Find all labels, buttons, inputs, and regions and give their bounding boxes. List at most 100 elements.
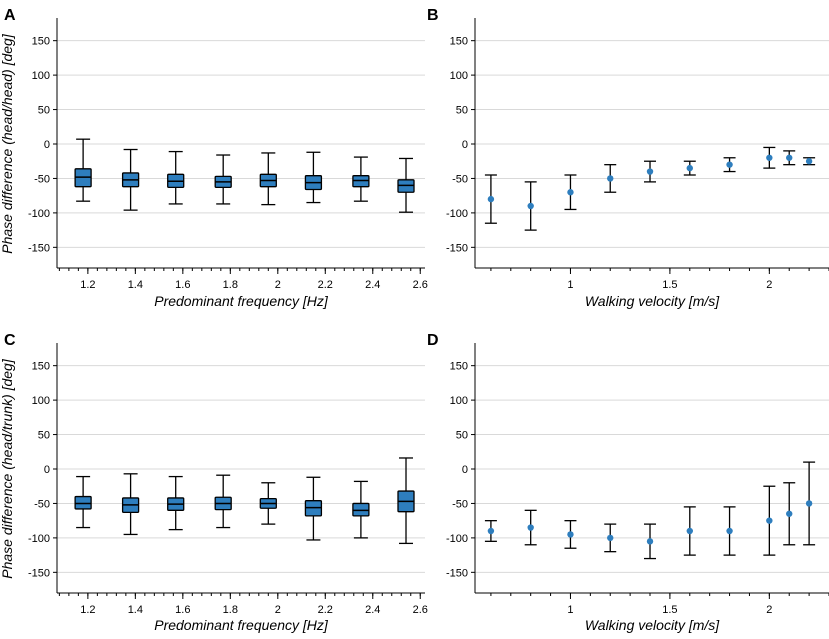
x-tick-label: 1.8 bbox=[223, 279, 238, 291]
panel-a: A -150 -100 -50 0 50 100 150 1.2 1.4 1.6 1.8 2 2.2 2.4… bbox=[0, 7, 428, 309]
y-tick-label: -100 bbox=[28, 533, 50, 545]
y-tick-label: 0 bbox=[462, 464, 468, 476]
y-tick-label: 100 bbox=[32, 395, 50, 407]
y-tick-label: -150 bbox=[28, 567, 50, 579]
box-1 bbox=[74, 475, 92, 529]
point-7 bbox=[723, 506, 736, 556]
point-8 bbox=[763, 485, 776, 556]
x-tick-label: 1.8 bbox=[223, 604, 238, 616]
box-3 bbox=[167, 475, 185, 531]
x-tick-label: 1.5 bbox=[662, 604, 677, 616]
y-tick-label: 100 bbox=[450, 70, 468, 82]
point-9 bbox=[783, 150, 796, 166]
data-point bbox=[646, 538, 654, 545]
point-10 bbox=[803, 461, 816, 546]
x-tick-label: 1.6 bbox=[175, 604, 190, 616]
x-tick-label: 2.2 bbox=[318, 604, 333, 616]
point-3 bbox=[564, 174, 577, 211]
y-tick-label: -50 bbox=[452, 498, 468, 510]
x-tick-label: 2 bbox=[275, 279, 281, 291]
point-9 bbox=[783, 482, 796, 546]
x-tick-label: 2 bbox=[766, 604, 772, 616]
data-point bbox=[686, 527, 693, 535]
point-7 bbox=[723, 157, 736, 173]
y-tick-label: -100 bbox=[28, 208, 50, 220]
x-tick-label: 1.2 bbox=[80, 604, 95, 616]
data-point bbox=[805, 500, 813, 507]
y-tick-label: 150 bbox=[32, 361, 50, 373]
y-tick-label: -50 bbox=[452, 173, 468, 185]
y-tick-label: 50 bbox=[456, 430, 468, 442]
x-tick-label: 1.5 bbox=[662, 279, 677, 291]
panel-letter: A bbox=[4, 7, 16, 24]
x-tick-label: 2 bbox=[275, 604, 281, 616]
panel-letter: C bbox=[4, 332, 16, 349]
y-tick-label: -100 bbox=[446, 208, 468, 220]
y-tick-label: 50 bbox=[38, 430, 50, 442]
data-point bbox=[487, 195, 495, 203]
y-tick-label: 100 bbox=[32, 70, 50, 82]
x-tick-label: 2.2 bbox=[318, 279, 333, 291]
x-axis-label: Predominant frequency [Hz] bbox=[154, 617, 329, 633]
box-7 bbox=[352, 156, 370, 202]
data-point bbox=[527, 524, 534, 531]
point-1 bbox=[484, 174, 497, 224]
point-10 bbox=[803, 157, 816, 166]
box-2 bbox=[121, 148, 140, 211]
data-point bbox=[726, 527, 733, 535]
y-tick-label: -150 bbox=[446, 242, 468, 254]
data-point bbox=[766, 154, 773, 161]
y-tick-label: -50 bbox=[34, 173, 50, 185]
point-6 bbox=[683, 160, 696, 176]
box-4 bbox=[214, 474, 232, 529]
x-tick-label: 2.6 bbox=[413, 279, 428, 291]
box-5 bbox=[259, 152, 277, 206]
y-tick-label: 150 bbox=[450, 36, 468, 48]
y-tick-label: 150 bbox=[32, 36, 50, 48]
y-tick-label: -100 bbox=[446, 533, 468, 545]
y-tick-label: -150 bbox=[446, 567, 468, 579]
point-1 bbox=[484, 520, 497, 542]
data-point bbox=[646, 168, 654, 175]
box-4 bbox=[214, 154, 232, 205]
point-6 bbox=[683, 506, 696, 556]
point-2 bbox=[524, 181, 537, 231]
x-axis-label: Predominant frequency [Hz] bbox=[154, 293, 329, 309]
x-tick-label: 2.4 bbox=[365, 604, 380, 616]
point-5 bbox=[644, 523, 657, 560]
data-point bbox=[567, 531, 574, 538]
x-tick-label: 1.6 bbox=[175, 279, 190, 291]
x-tick-label: 1.4 bbox=[128, 604, 143, 616]
y-tick-label: -50 bbox=[34, 498, 50, 510]
x-tick-label: 1 bbox=[567, 604, 573, 616]
data-point bbox=[527, 202, 534, 210]
x-axis-label: Walking velocity [m/s] bbox=[585, 293, 720, 309]
y-tick-label: 50 bbox=[456, 105, 468, 117]
y-tick-label: 0 bbox=[44, 139, 50, 151]
data-point bbox=[487, 527, 495, 535]
point-4 bbox=[604, 523, 617, 553]
box-8 bbox=[397, 157, 415, 213]
x-tick-label: 1.2 bbox=[80, 279, 95, 291]
box-6 bbox=[304, 476, 323, 541]
panel-c: C -150 -100 -50 0 50 100 150 1.2 1.4 1.6 1.8 2 2.2 2.4… bbox=[0, 332, 428, 633]
x-tick-label: 1.4 bbox=[128, 279, 143, 291]
data-point bbox=[766, 517, 773, 524]
panel-d: D -150 -100 -50 0 50 100 150 1 1.5 2 Walking veloci… bbox=[427, 332, 829, 633]
panel-b: B -150 -100 -50 0 50 100 150 1 1.5 2 Walking veloci… bbox=[427, 7, 829, 309]
box-2 bbox=[121, 473, 140, 536]
y-axis-label: Phase difference (head/head) [deg] bbox=[0, 33, 15, 254]
x-tick-label: 1 bbox=[567, 279, 573, 291]
data-point bbox=[786, 510, 793, 517]
panel-letter: D bbox=[427, 332, 439, 349]
point-4 bbox=[604, 164, 617, 193]
y-tick-label: -150 bbox=[28, 242, 50, 254]
y-tick-label: 50 bbox=[38, 105, 50, 117]
box-7 bbox=[352, 480, 370, 539]
x-tick-label: 2 bbox=[766, 279, 772, 291]
point-5 bbox=[644, 160, 657, 183]
y-tick-label: 0 bbox=[462, 139, 468, 151]
box-5 bbox=[259, 482, 277, 525]
box-8 bbox=[397, 457, 415, 545]
